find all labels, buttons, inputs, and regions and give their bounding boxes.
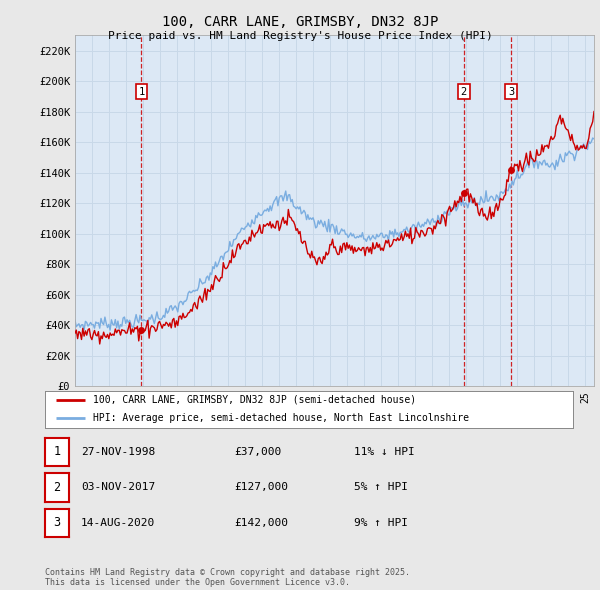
Text: 1: 1 [53,445,61,458]
Text: 2: 2 [53,481,61,494]
Text: HPI: Average price, semi-detached house, North East Lincolnshire: HPI: Average price, semi-detached house,… [92,414,469,424]
Text: 11% ↓ HPI: 11% ↓ HPI [354,447,415,457]
Text: 3: 3 [53,516,61,529]
Text: 9% ↑ HPI: 9% ↑ HPI [354,518,408,527]
Text: 14-AUG-2020: 14-AUG-2020 [81,518,155,527]
Text: £142,000: £142,000 [234,518,288,527]
Text: 100, CARR LANE, GRIMSBY, DN32 8JP (semi-detached house): 100, CARR LANE, GRIMSBY, DN32 8JP (semi-… [92,395,416,405]
Text: £37,000: £37,000 [234,447,281,457]
Text: 3: 3 [508,87,514,97]
Text: 27-NOV-1998: 27-NOV-1998 [81,447,155,457]
Text: 5% ↑ HPI: 5% ↑ HPI [354,483,408,492]
Text: Price paid vs. HM Land Registry's House Price Index (HPI): Price paid vs. HM Land Registry's House … [107,31,493,41]
Text: 1: 1 [138,87,145,97]
Text: Contains HM Land Registry data © Crown copyright and database right 2025.
This d: Contains HM Land Registry data © Crown c… [45,568,410,587]
Text: 100, CARR LANE, GRIMSBY, DN32 8JP: 100, CARR LANE, GRIMSBY, DN32 8JP [162,15,438,29]
Text: 2: 2 [461,87,467,97]
Text: 03-NOV-2017: 03-NOV-2017 [81,483,155,492]
Text: £127,000: £127,000 [234,483,288,492]
